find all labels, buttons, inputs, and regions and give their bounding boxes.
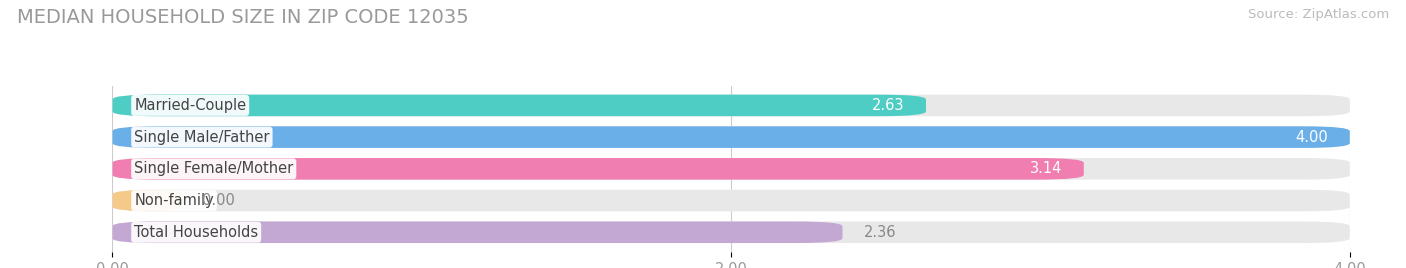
Text: MEDIAN HOUSEHOLD SIZE IN ZIP CODE 12035: MEDIAN HOUSEHOLD SIZE IN ZIP CODE 12035 (17, 8, 468, 27)
Text: 2.63: 2.63 (872, 98, 904, 113)
FancyBboxPatch shape (112, 221, 842, 243)
Text: 4.00: 4.00 (1295, 130, 1329, 145)
FancyBboxPatch shape (112, 190, 1350, 211)
FancyBboxPatch shape (112, 126, 1350, 148)
Text: Single Female/Mother: Single Female/Mother (134, 161, 294, 176)
FancyBboxPatch shape (112, 221, 1350, 243)
FancyBboxPatch shape (112, 190, 180, 211)
FancyBboxPatch shape (112, 158, 1084, 180)
FancyBboxPatch shape (112, 126, 1350, 148)
FancyBboxPatch shape (112, 95, 927, 116)
FancyBboxPatch shape (112, 158, 1350, 180)
Text: Source: ZipAtlas.com: Source: ZipAtlas.com (1249, 8, 1389, 21)
Text: Non-family: Non-family (134, 193, 214, 208)
Text: Total Households: Total Households (134, 225, 259, 240)
FancyBboxPatch shape (112, 95, 1350, 116)
Text: 2.36: 2.36 (865, 225, 897, 240)
Text: Married-Couple: Married-Couple (134, 98, 246, 113)
Text: 0.00: 0.00 (202, 193, 235, 208)
Text: Single Male/Father: Single Male/Father (134, 130, 270, 145)
Text: 3.14: 3.14 (1029, 161, 1062, 176)
